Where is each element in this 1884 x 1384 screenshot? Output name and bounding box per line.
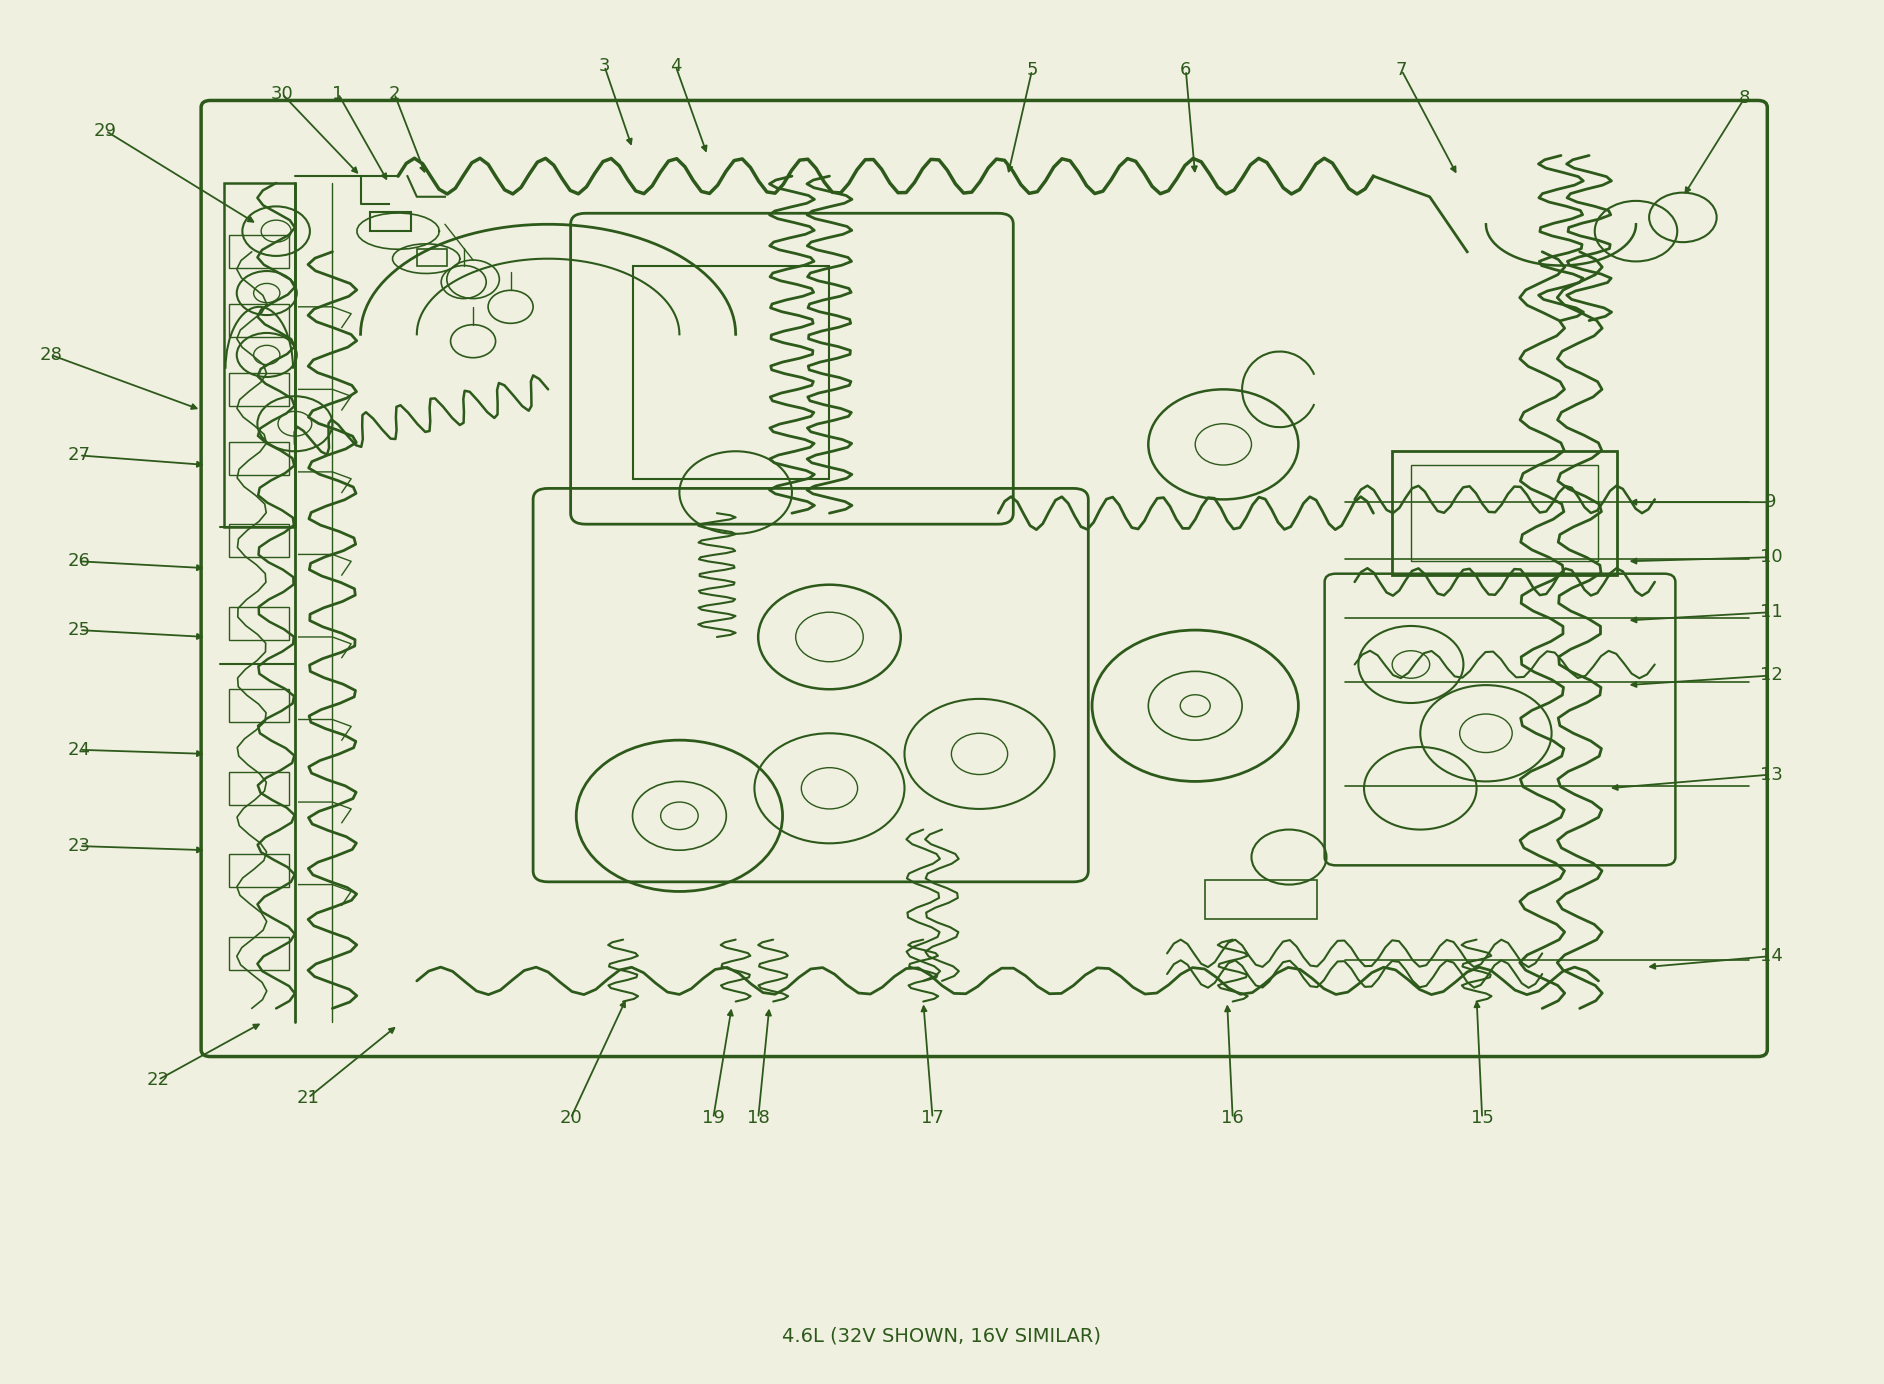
Bar [230,854,290,887]
Bar [1204,880,1317,919]
Bar [230,772,290,805]
Bar [230,937,290,970]
Text: 11: 11 [1760,603,1782,621]
Text: 24: 24 [68,740,90,758]
Bar [230,606,290,639]
Text: 19: 19 [701,1110,725,1128]
Text: 4.6L (32V SHOWN, 16V SIMILAR): 4.6L (32V SHOWN, 16V SIMILAR) [782,1326,1102,1345]
Text: 29: 29 [94,122,117,140]
Text: 3: 3 [599,57,610,75]
Bar [230,525,290,558]
Text: 17: 17 [921,1110,944,1128]
Text: 9: 9 [1765,493,1777,511]
Bar [369,212,411,231]
Text: 23: 23 [68,837,90,855]
Bar [224,183,296,527]
Text: 10: 10 [1760,548,1782,566]
Text: 26: 26 [68,552,90,570]
Bar [416,249,447,266]
Text: 8: 8 [1739,89,1750,107]
Text: 14: 14 [1760,947,1782,965]
Text: 5: 5 [1027,61,1038,79]
Text: 22: 22 [147,1071,170,1089]
Bar [230,235,290,268]
Bar [633,266,829,479]
Bar [230,372,290,406]
Text: 21: 21 [296,1089,320,1107]
Bar [1411,465,1598,562]
Bar [230,689,290,722]
Text: 27: 27 [68,447,90,465]
Text: 7: 7 [1396,61,1407,79]
Text: 25: 25 [68,621,90,639]
Text: 4: 4 [671,57,682,75]
Text: 18: 18 [746,1110,769,1128]
Bar [230,304,290,338]
Text: 1: 1 [332,84,343,102]
Text: 12: 12 [1760,667,1782,685]
Text: 16: 16 [1221,1110,1243,1128]
Text: 6: 6 [1179,61,1191,79]
Bar [230,441,290,475]
Text: 30: 30 [271,84,294,102]
Text: 28: 28 [40,346,62,364]
Text: 15: 15 [1471,1110,1494,1128]
Bar [1392,451,1616,576]
Text: 13: 13 [1760,765,1782,783]
Text: 20: 20 [560,1110,582,1128]
Text: 2: 2 [388,84,399,102]
